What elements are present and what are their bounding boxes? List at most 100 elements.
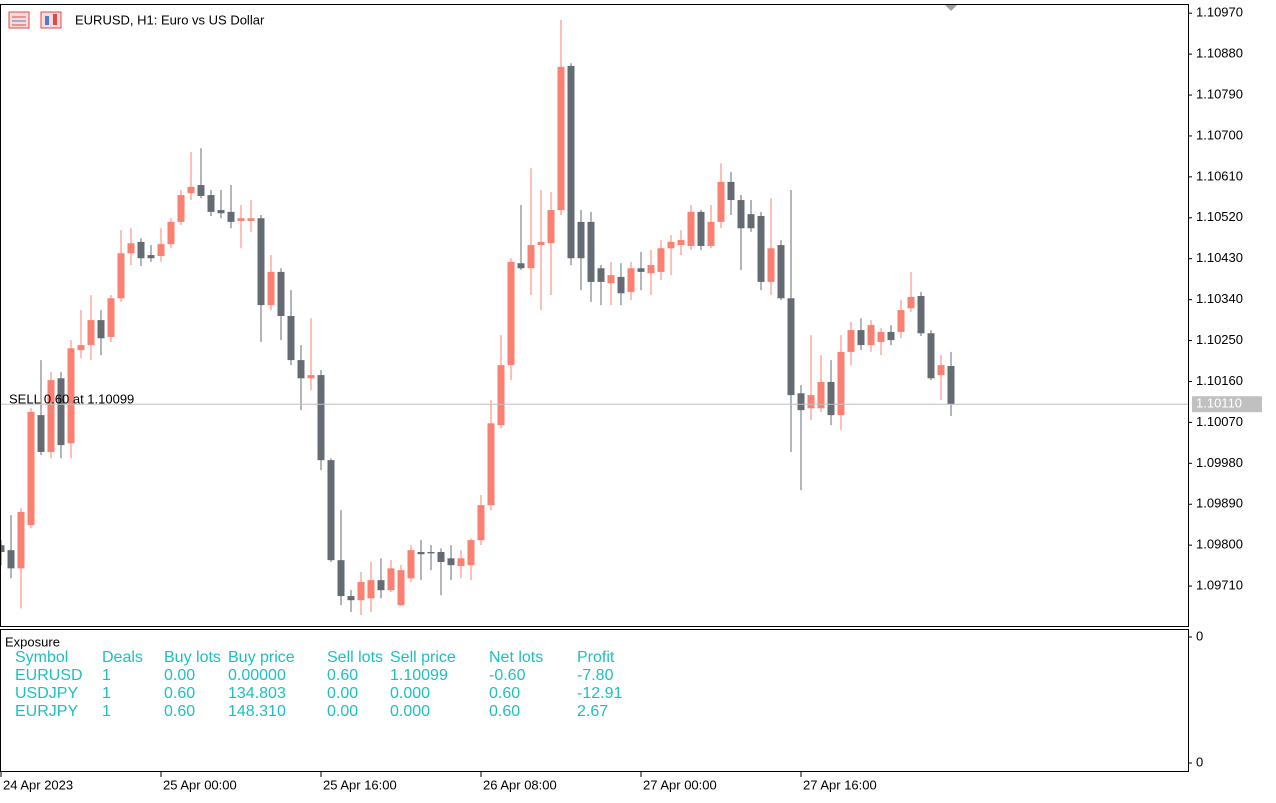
bid-label: 1.10110 <box>1196 396 1242 411</box>
candle-body <box>367 580 375 599</box>
y-tick-label: 1.10790 <box>1196 86 1243 101</box>
y-tick-label: 1.10610 <box>1196 168 1243 183</box>
candle-body <box>227 211 235 222</box>
trade-annotation: SELL 0.60 at 1.10099 <box>9 391 134 406</box>
candle-body <box>787 298 795 396</box>
y-tick-label: 1.09980 <box>1196 455 1243 470</box>
candle-body <box>417 551 425 555</box>
candle-body <box>337 560 345 597</box>
y-tick-label: 1.10520 <box>1196 209 1243 224</box>
candle-body <box>217 210 225 214</box>
candle-body <box>497 365 505 426</box>
candle-body <box>877 331 885 342</box>
table-cell: 2.67 <box>577 703 608 720</box>
candle-body <box>897 310 905 332</box>
candle-body <box>237 218 245 221</box>
x-tick-label: 27 Apr 16:00 <box>803 777 877 792</box>
table-cell: 0.000 <box>390 703 430 720</box>
candle-body <box>357 581 365 601</box>
candle-body <box>807 395 815 409</box>
candle-body <box>677 240 685 246</box>
candle-body <box>167 221 175 245</box>
candle-body <box>487 423 495 506</box>
table-cell: 0.00 <box>164 667 195 684</box>
y-tick-label: 1.10160 <box>1196 373 1243 388</box>
main-frame <box>0 4 1189 627</box>
candle-body <box>577 221 585 259</box>
table-header: Symbol <box>15 649 68 666</box>
candle-body <box>437 551 445 562</box>
candle-body <box>157 244 165 256</box>
candle-body <box>57 378 65 446</box>
candle-body <box>407 550 415 579</box>
candle-body <box>777 245 785 299</box>
candle-body <box>297 360 305 379</box>
table-cell: EURJPY <box>15 703 78 720</box>
y-tick-label: 1.09710 <box>1196 578 1243 593</box>
candle-body <box>937 365 945 376</box>
table-cell: -0.60 <box>489 667 526 684</box>
candle-body <box>397 570 405 606</box>
candle-body <box>457 558 465 567</box>
title-icons <box>8 11 62 29</box>
candle-body <box>377 580 385 591</box>
table-cell: 0.60 <box>164 685 195 702</box>
table-cell: 0.00 <box>327 703 358 720</box>
candle-body <box>857 330 865 346</box>
candle-body <box>447 558 455 566</box>
candle-body <box>717 181 725 222</box>
candle-body <box>287 316 295 361</box>
table-cell: 1 <box>102 703 111 720</box>
y-tick-label: 1.10970 <box>1196 5 1243 20</box>
candle-body <box>837 351 845 416</box>
candle-body <box>147 255 155 259</box>
candle-body <box>127 243 135 254</box>
candle-body <box>97 320 105 339</box>
candle-body <box>277 271 285 317</box>
table-cell: 1.10099 <box>390 667 448 684</box>
candle-body <box>697 211 705 246</box>
shift-marker <box>945 5 957 11</box>
candle-body <box>767 248 775 282</box>
candle-body <box>647 265 655 274</box>
candle-body <box>317 375 325 461</box>
candle-body <box>107 298 115 337</box>
candle-body <box>597 268 605 282</box>
candle-body <box>347 596 355 601</box>
y-tick-label: 1.09890 <box>1196 496 1243 511</box>
candle-body <box>7 550 15 569</box>
candle-body <box>477 505 485 541</box>
y-tick-label: 1.10340 <box>1196 291 1243 306</box>
table-cell: EURUSD <box>15 667 83 684</box>
candle-body <box>1 545 5 552</box>
table-header: Buy lots <box>164 649 221 666</box>
candle-body <box>907 296 915 309</box>
x-tick-label: 24 Apr 2023 <box>3 777 73 792</box>
candle-body <box>737 200 745 229</box>
candle-body <box>867 325 875 346</box>
y-tick-label: 1.09800 <box>1196 537 1243 552</box>
candle-body <box>547 210 555 244</box>
candle-body <box>527 245 535 269</box>
table-cell: 1 <box>102 685 111 702</box>
candle-body <box>797 393 805 411</box>
table-cell: 0.000 <box>390 685 430 702</box>
table-header: Deals <box>102 649 143 666</box>
candle-body <box>757 215 765 282</box>
candle-body <box>517 263 525 269</box>
plot-area <box>1 20 955 616</box>
x-tick-label: 27 Apr 00:00 <box>643 777 717 792</box>
table-cell: 134.803 <box>228 685 286 702</box>
candle-body <box>177 195 185 222</box>
chart-title: EURUSD, H1: Euro vs US Dollar <box>75 12 265 27</box>
candle-body <box>207 195 215 212</box>
candle-body <box>307 375 315 379</box>
candle-body <box>17 511 25 569</box>
table-cell: -7.80 <box>577 667 614 684</box>
candle-body <box>327 460 335 561</box>
candle-body <box>557 66 565 211</box>
candle-body <box>187 186 195 194</box>
candle-body <box>67 348 75 444</box>
candle-body <box>27 411 35 526</box>
candle-body <box>667 241 675 249</box>
